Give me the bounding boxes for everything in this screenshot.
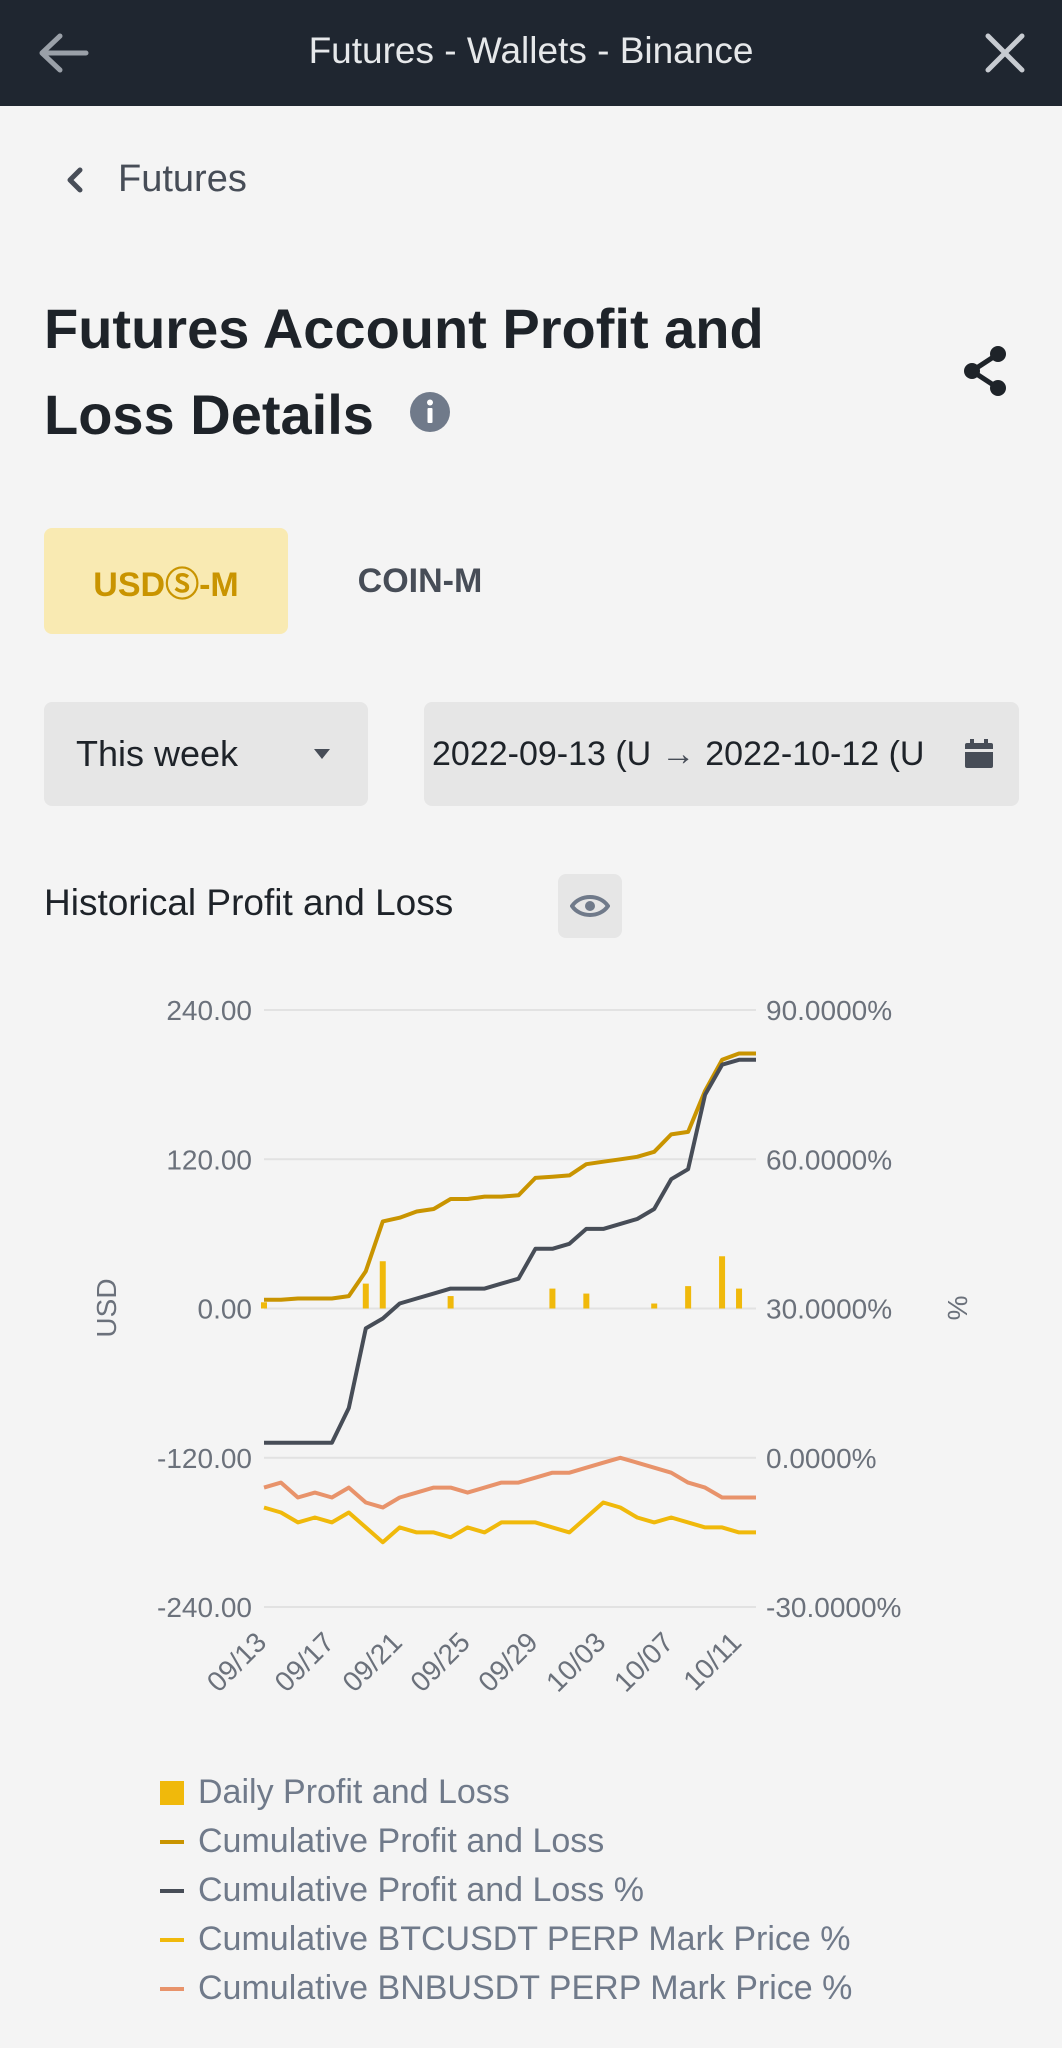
y-tick-label-left: 240.00 [166,995,252,1026]
series-line [263,1455,756,1510]
legend-swatch-bnb-mark-price [160,1986,184,1991]
daily-pnl-bar [736,1288,743,1309]
breadcrumb-label: Futures [118,158,247,200]
y-tick-label-left: -120.00 [157,1443,252,1474]
arrow-left-icon[interactable] [36,28,92,78]
chevron-left-icon [67,167,83,192]
tab-usds-m[interactable]: USDⓈ-M [44,528,288,634]
date-range-picker[interactable]: 2022-09-13 (U → 2022-10-12 (U [424,702,1019,806]
close-icon[interactable] [982,30,1028,76]
legend-item-btc-mark-price[interactable]: Cumulative BTCUSDT PERP Mark Price % [160,1915,852,1964]
x-tick-label: 09/21 [336,1626,407,1697]
y-axis-title-right: % [942,1296,973,1321]
calendar-icon[interactable] [963,738,995,770]
page-title-block: Futures Account Profit and Loss Details [44,286,764,458]
page-title: Futures Account Profit and Loss Details [44,297,764,446]
legend-swatch-daily-pnl [160,1780,184,1805]
y-tick-label-right: -30.0000% [766,1592,901,1623]
x-tick-label: 10/07 [608,1626,679,1697]
eye-toggle-button[interactable] [558,874,622,938]
y-tick-label-left: -240.00 [157,1592,252,1623]
y-tick-label-left: 120.00 [166,1144,252,1175]
axis-labels: 240.00 90.0000% 120.00 60.0000% 0.00 30.0000%… [91,995,973,1698]
legend-item-cumulative-pnl[interactable]: Cumulative Profit and Loss [160,1817,852,1866]
legend-label-bnb-mark-price: Cumulative BNBUSDT PERP Mark Price % [198,1969,853,2007]
info-icon[interactable] [409,391,451,433]
share-icon[interactable] [960,344,1010,398]
y-tick-label-right: 0.0000% [766,1443,877,1474]
legend-swatch-cumulative-pnl-pct [160,1888,184,1893]
x-tick-label: 09/13 [201,1626,272,1697]
series-line [264,1051,756,1302]
grid-lines [264,1009,756,1608]
date-range-start: 2022-09-13 (U [432,734,652,773]
daily-pnl-bar [362,1283,369,1309]
legend-item-bnb-mark-price[interactable]: Cumulative BNBUSDT PERP Mark Price % [160,1964,852,2013]
daily-pnl-bars [261,1256,743,1309]
x-tick-label: 09/17 [269,1626,340,1697]
eye-icon [570,895,610,917]
breadcrumb-back-futures[interactable]: Futures [62,158,247,201]
legend-label-daily-pnl: Daily Profit and Loss [198,1773,510,1811]
daily-pnl-bar [583,1293,590,1309]
legend-item-daily-pnl[interactable]: Daily Profit and Loss [160,1768,852,1817]
x-tick-label: 09/29 [472,1626,543,1697]
period-select-value: This week [76,733,239,774]
series-line [264,1057,756,1445]
period-select[interactable]: This week [44,702,368,806]
tab-coin-m[interactable]: COIN-M [357,561,483,600]
date-range-end: 2022-10-12 (U [705,734,925,773]
x-tick-label: 09/25 [404,1626,475,1697]
daily-pnl-bar [379,1261,386,1309]
chart-legend: Daily Profit and Loss Cumulative Profit … [160,1768,852,2013]
daily-pnl-bar [651,1303,658,1309]
legend-label-btc-mark-price: Cumulative BTCUSDT PERP Mark Price % [198,1920,851,1958]
legend-label-cumulative-pnl-pct: Cumulative Profit and Loss % [198,1871,644,1909]
daily-pnl-bar [685,1286,692,1309]
legend-item-cumulative-pnl-pct[interactable]: Cumulative Profit and Loss % [160,1866,852,1915]
daily-pnl-bar [261,1302,267,1309]
y-tick-label-right: 30.0000% [766,1294,892,1325]
date-range-arrow: → [661,734,696,773]
y-axis-title-left: USD [91,1278,122,1337]
y-tick-label-right: 60.0000% [766,1144,892,1175]
daily-pnl-bar [549,1288,556,1309]
x-tick-label: 10/03 [540,1626,611,1697]
legend-swatch-cumulative-pnl [160,1839,184,1844]
daily-pnl-bar [719,1256,726,1309]
y-tick-label-right: 90.0000% [766,995,892,1026]
series-lines [263,1051,756,1545]
pnl-chart: 240.00 90.0000% 120.00 60.0000% 0.00 30.0000%… [91,995,973,1698]
section-title: Historical Profit and Loss [44,882,454,923]
daily-pnl-bar [447,1296,454,1309]
x-tick-label: 10/11 [677,1626,747,1696]
window-title: Futures - Wallets - Binance [308,30,754,71]
series-line [263,1500,756,1545]
title-bar: Futures - Wallets - Binance [0,0,1062,106]
legend-label-cumulative-pnl: Cumulative Profit and Loss [198,1822,605,1860]
caret-down-icon [314,749,330,759]
legend-swatch-btc-mark-price [160,1937,184,1942]
y-tick-label-left: 0.00 [198,1294,253,1325]
